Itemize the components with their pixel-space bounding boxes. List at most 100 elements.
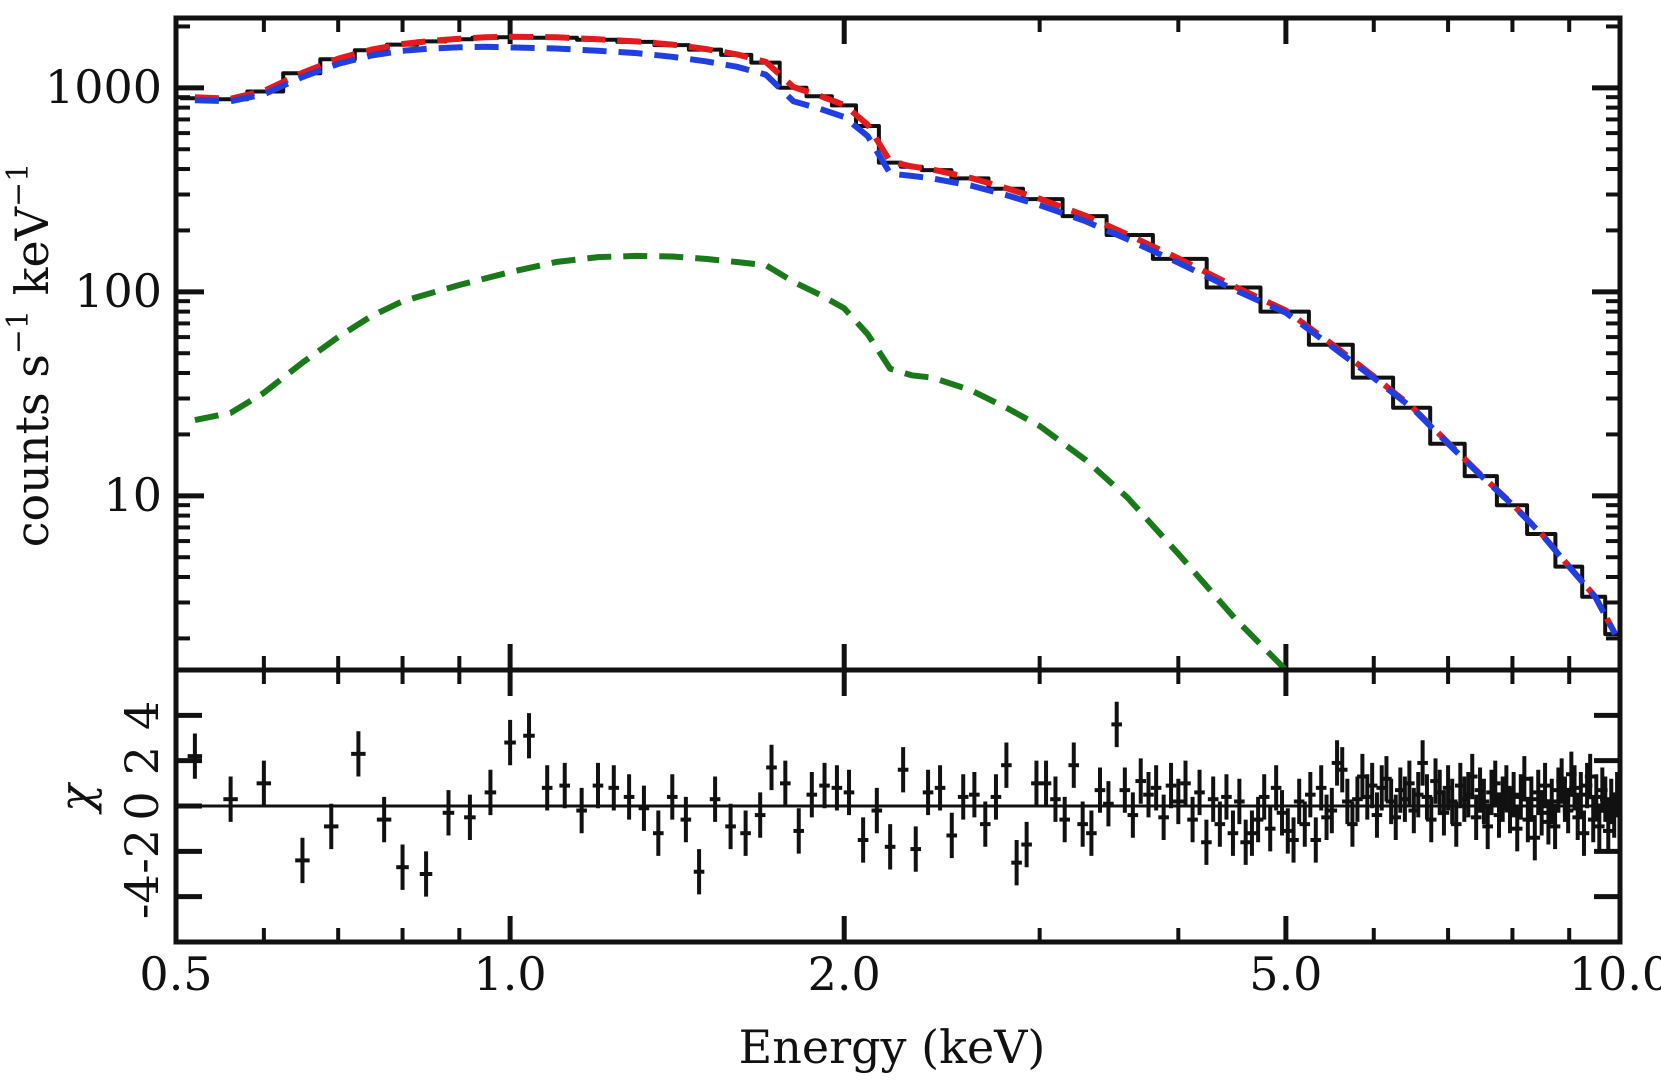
residual-point xyxy=(484,769,497,816)
residual-point xyxy=(559,762,571,809)
residual-point xyxy=(1270,765,1282,811)
residual-point xyxy=(464,794,476,840)
series-component-1 xyxy=(194,43,1618,636)
residual-point xyxy=(1282,808,1294,854)
residual-point xyxy=(1450,801,1462,847)
residual-point xyxy=(946,812,958,859)
residual-point xyxy=(666,774,678,820)
residual-point xyxy=(1119,767,1131,813)
residual-point xyxy=(1438,790,1450,836)
residual-point xyxy=(1602,808,1614,854)
y-title-exponent-1: −1 xyxy=(1,310,36,354)
residual-point xyxy=(897,747,909,793)
residual-point xyxy=(1264,806,1276,852)
residual-point xyxy=(1347,801,1358,847)
residual-point xyxy=(1575,772,1587,818)
residual-point xyxy=(1172,778,1184,825)
residual-point xyxy=(1094,767,1106,813)
series-data xyxy=(180,35,1620,637)
residual-panel: -4-2 0 2 4 χ 0.5 1.0 2.0 5.0 10.0 Energy (keV) xyxy=(49,670,1661,1074)
residual-point xyxy=(1077,801,1088,847)
residual-point xyxy=(442,790,455,836)
residual-point xyxy=(1529,815,1541,861)
residual-point xyxy=(1252,796,1264,843)
residual-point xyxy=(793,808,805,854)
residual-point xyxy=(910,826,922,872)
residual-point xyxy=(1326,787,1338,834)
residual-point xyxy=(1546,778,1558,825)
residual-point xyxy=(1234,778,1245,825)
x-axis-title: Energy (keV) xyxy=(739,1020,1046,1074)
residual-point xyxy=(969,772,980,818)
residual-y-tick-labels: -4-2 0 2 4 xyxy=(115,701,169,919)
residual-point xyxy=(1562,787,1574,834)
residual-point xyxy=(1315,765,1327,811)
residual-point xyxy=(1194,769,1205,816)
residual-point xyxy=(934,765,946,811)
residual-point xyxy=(1103,781,1114,827)
spectrum-axis-ticks xyxy=(173,18,1623,670)
residual-point xyxy=(1508,772,1519,818)
residual-point xyxy=(1180,760,1191,806)
residual-point xyxy=(990,774,1002,820)
residual-point xyxy=(1021,821,1032,868)
residual-point xyxy=(884,824,896,870)
residual-point xyxy=(623,774,635,820)
residual-point xyxy=(1201,819,1212,865)
residual-point xyxy=(1412,772,1424,818)
residual-point xyxy=(1593,803,1605,850)
residual-point xyxy=(1304,772,1316,818)
residual-point xyxy=(857,817,869,863)
residual-point xyxy=(709,776,721,822)
residual-point xyxy=(608,765,620,811)
residual-point xyxy=(1001,742,1012,788)
residual-point xyxy=(504,719,516,766)
residual-y-axis-title: χ xyxy=(49,781,103,815)
residual-point xyxy=(693,849,705,895)
residual-point xyxy=(957,774,969,820)
series-total-model xyxy=(194,33,1618,636)
residual-point xyxy=(754,792,766,838)
residual-point xyxy=(295,837,310,884)
residual-point xyxy=(806,772,818,818)
residual-point xyxy=(1293,778,1305,825)
residual-point xyxy=(680,796,692,843)
spectrum-series xyxy=(180,33,1620,670)
residual-point xyxy=(725,803,736,850)
residual-point xyxy=(1059,796,1070,843)
residual-point xyxy=(1482,803,1493,850)
residual-point xyxy=(1143,772,1154,818)
residual-point xyxy=(843,769,855,816)
residual-point xyxy=(1158,794,1169,840)
residual-point xyxy=(1390,794,1402,840)
y-tick-label: -2 xyxy=(115,829,169,874)
y-title-exponent-2: −1 xyxy=(1,163,36,207)
residual-point xyxy=(1011,840,1022,886)
x-tick-label: 5.0 xyxy=(1249,947,1322,1001)
x-tick-label: 2.0 xyxy=(808,947,881,1001)
residual-point xyxy=(831,765,843,811)
residual-point xyxy=(1590,774,1602,820)
residual-point xyxy=(576,787,587,834)
y-tick-label: 1000 xyxy=(45,60,162,114)
residual-point xyxy=(323,803,339,850)
residual-point xyxy=(1135,758,1147,804)
residual-point xyxy=(1519,756,1530,802)
residual-points xyxy=(187,701,1623,897)
residual-point xyxy=(1227,810,1239,856)
residual-point xyxy=(351,731,366,777)
spectrum-y-tick-labels: 10 100 1000 xyxy=(45,60,162,522)
residual-point xyxy=(1478,778,1490,825)
residual-point xyxy=(396,844,409,890)
residual-point xyxy=(1336,747,1348,793)
spectrum-frame xyxy=(173,15,1623,673)
residual-point xyxy=(979,801,991,847)
residual-point xyxy=(638,785,650,831)
residual-point xyxy=(1417,740,1428,786)
y-tick-label: 100 xyxy=(74,264,162,318)
y-tick-label: 10 xyxy=(103,468,162,522)
residual-point xyxy=(1366,762,1378,809)
residual-point xyxy=(1584,753,1596,800)
